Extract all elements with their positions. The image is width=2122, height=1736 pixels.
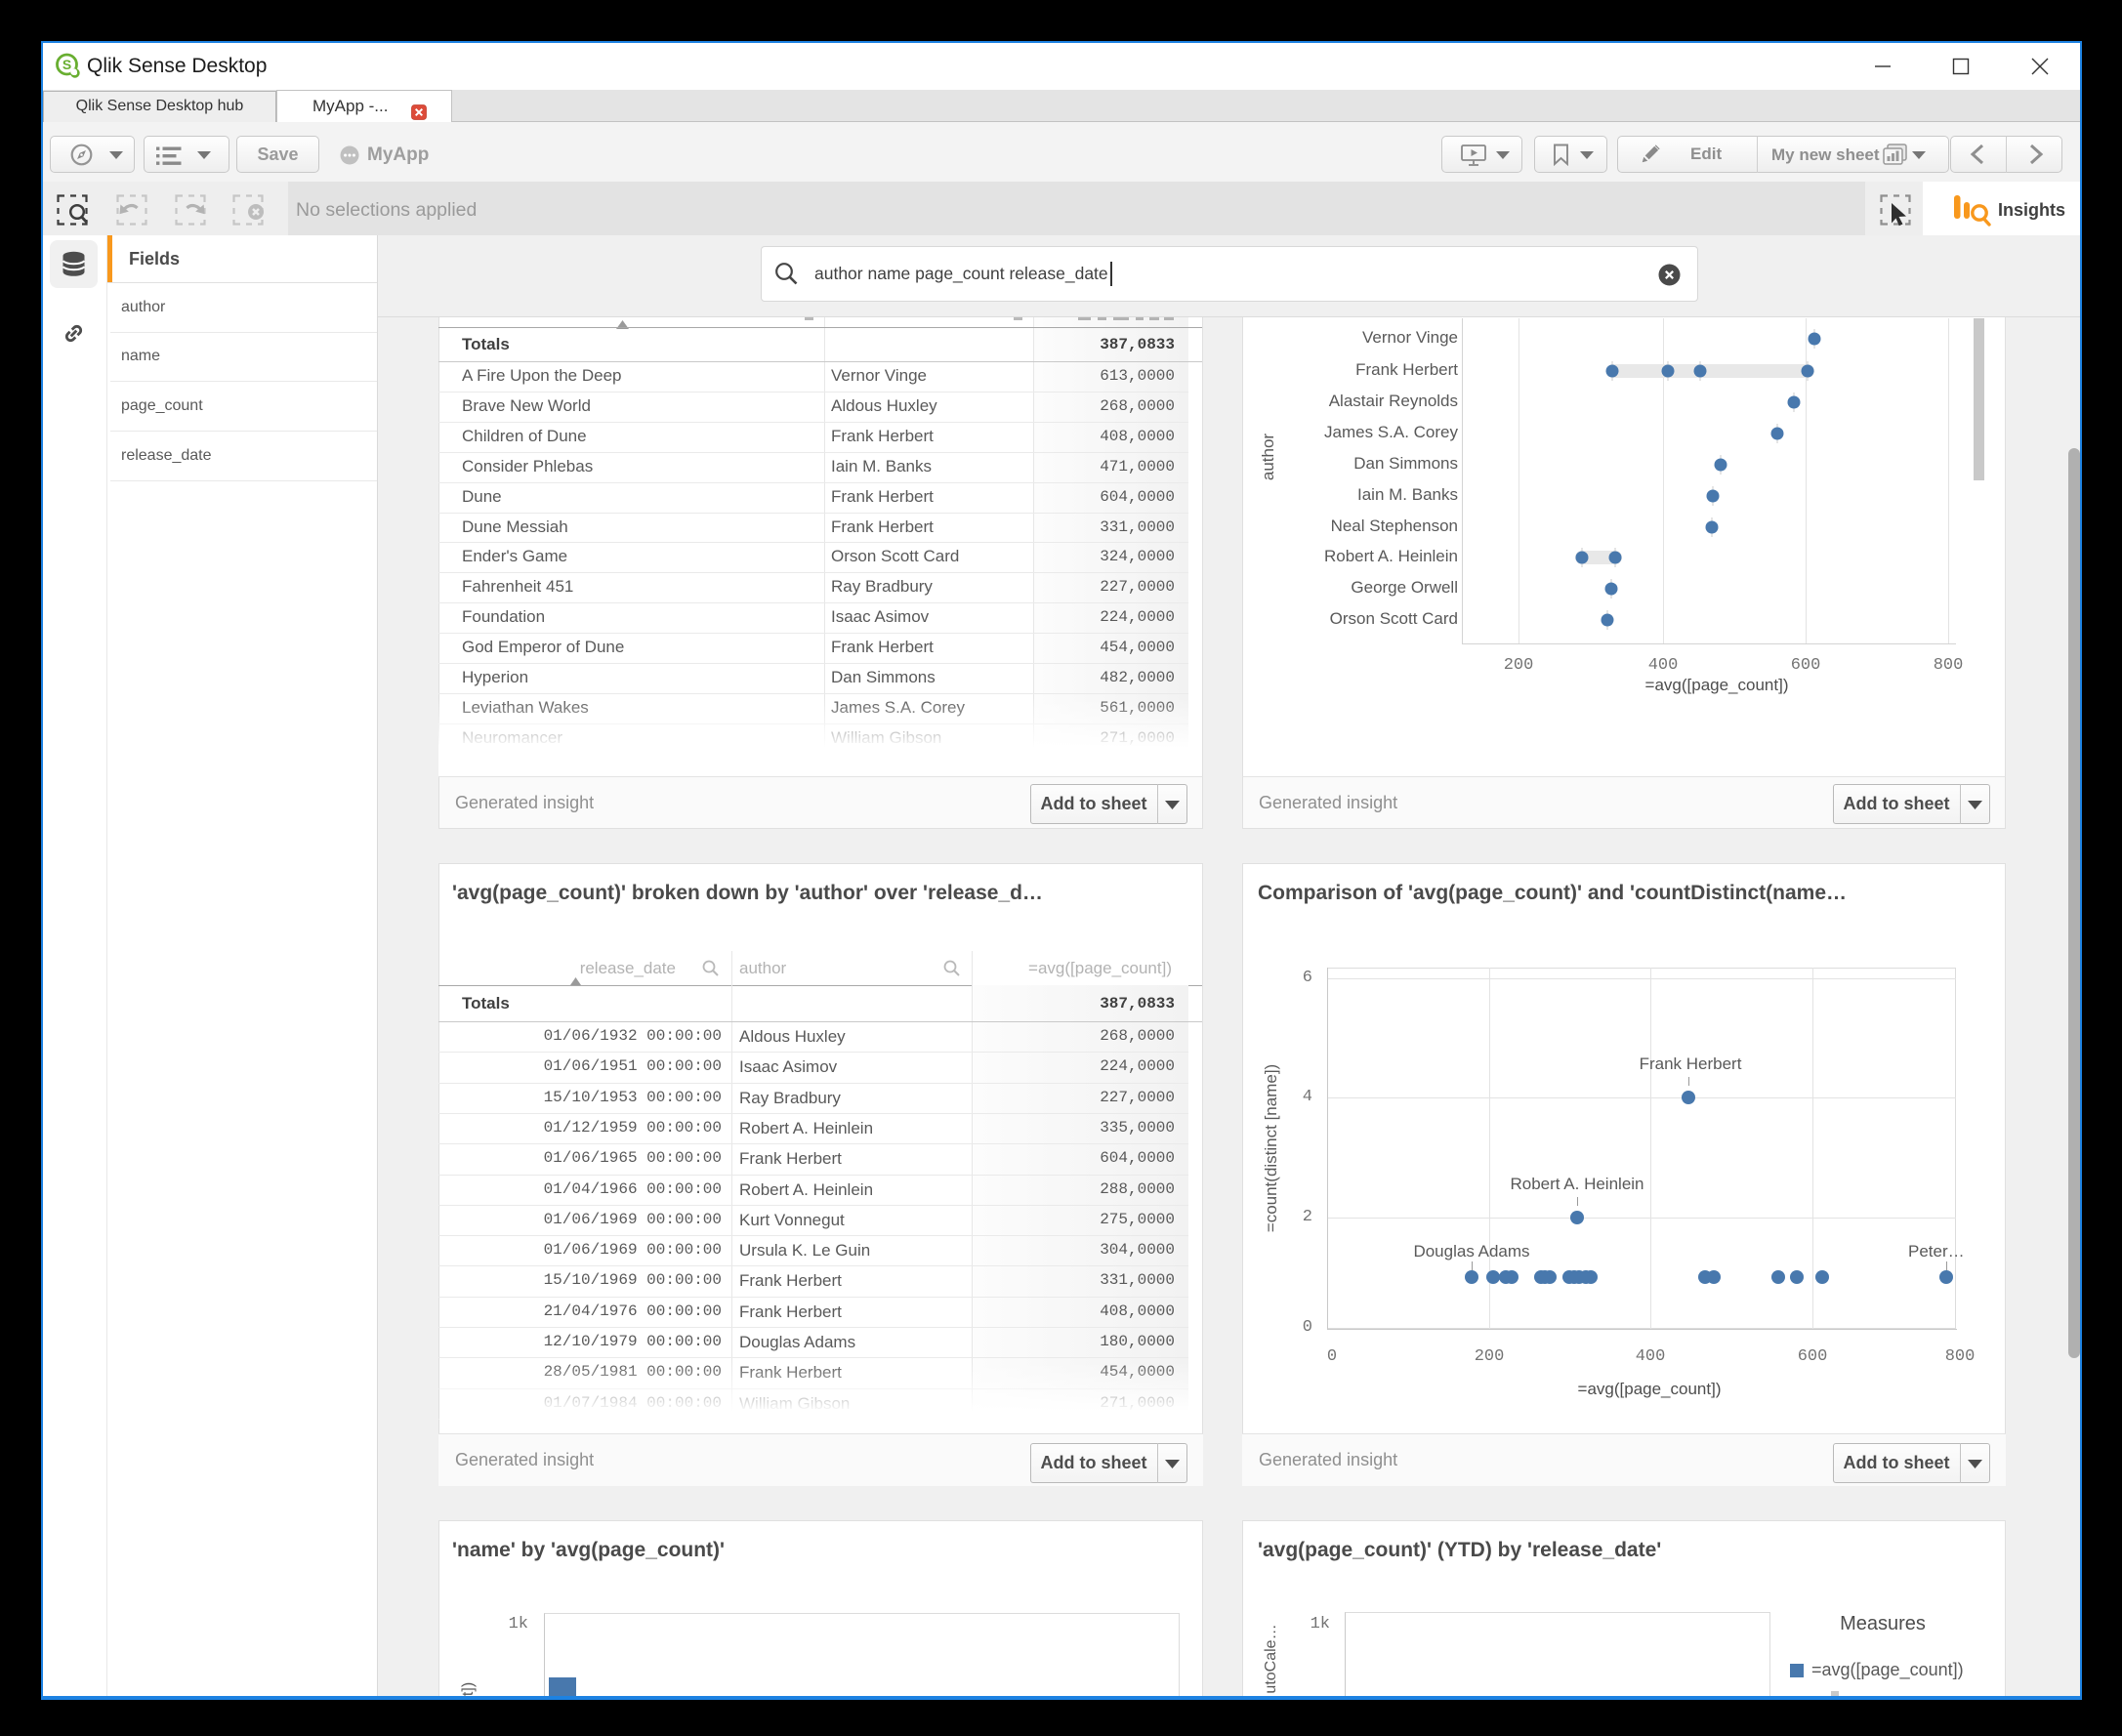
svg-text:S: S <box>62 57 71 72</box>
